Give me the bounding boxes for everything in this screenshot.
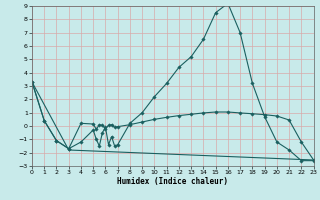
X-axis label: Humidex (Indice chaleur): Humidex (Indice chaleur) [117, 177, 228, 186]
